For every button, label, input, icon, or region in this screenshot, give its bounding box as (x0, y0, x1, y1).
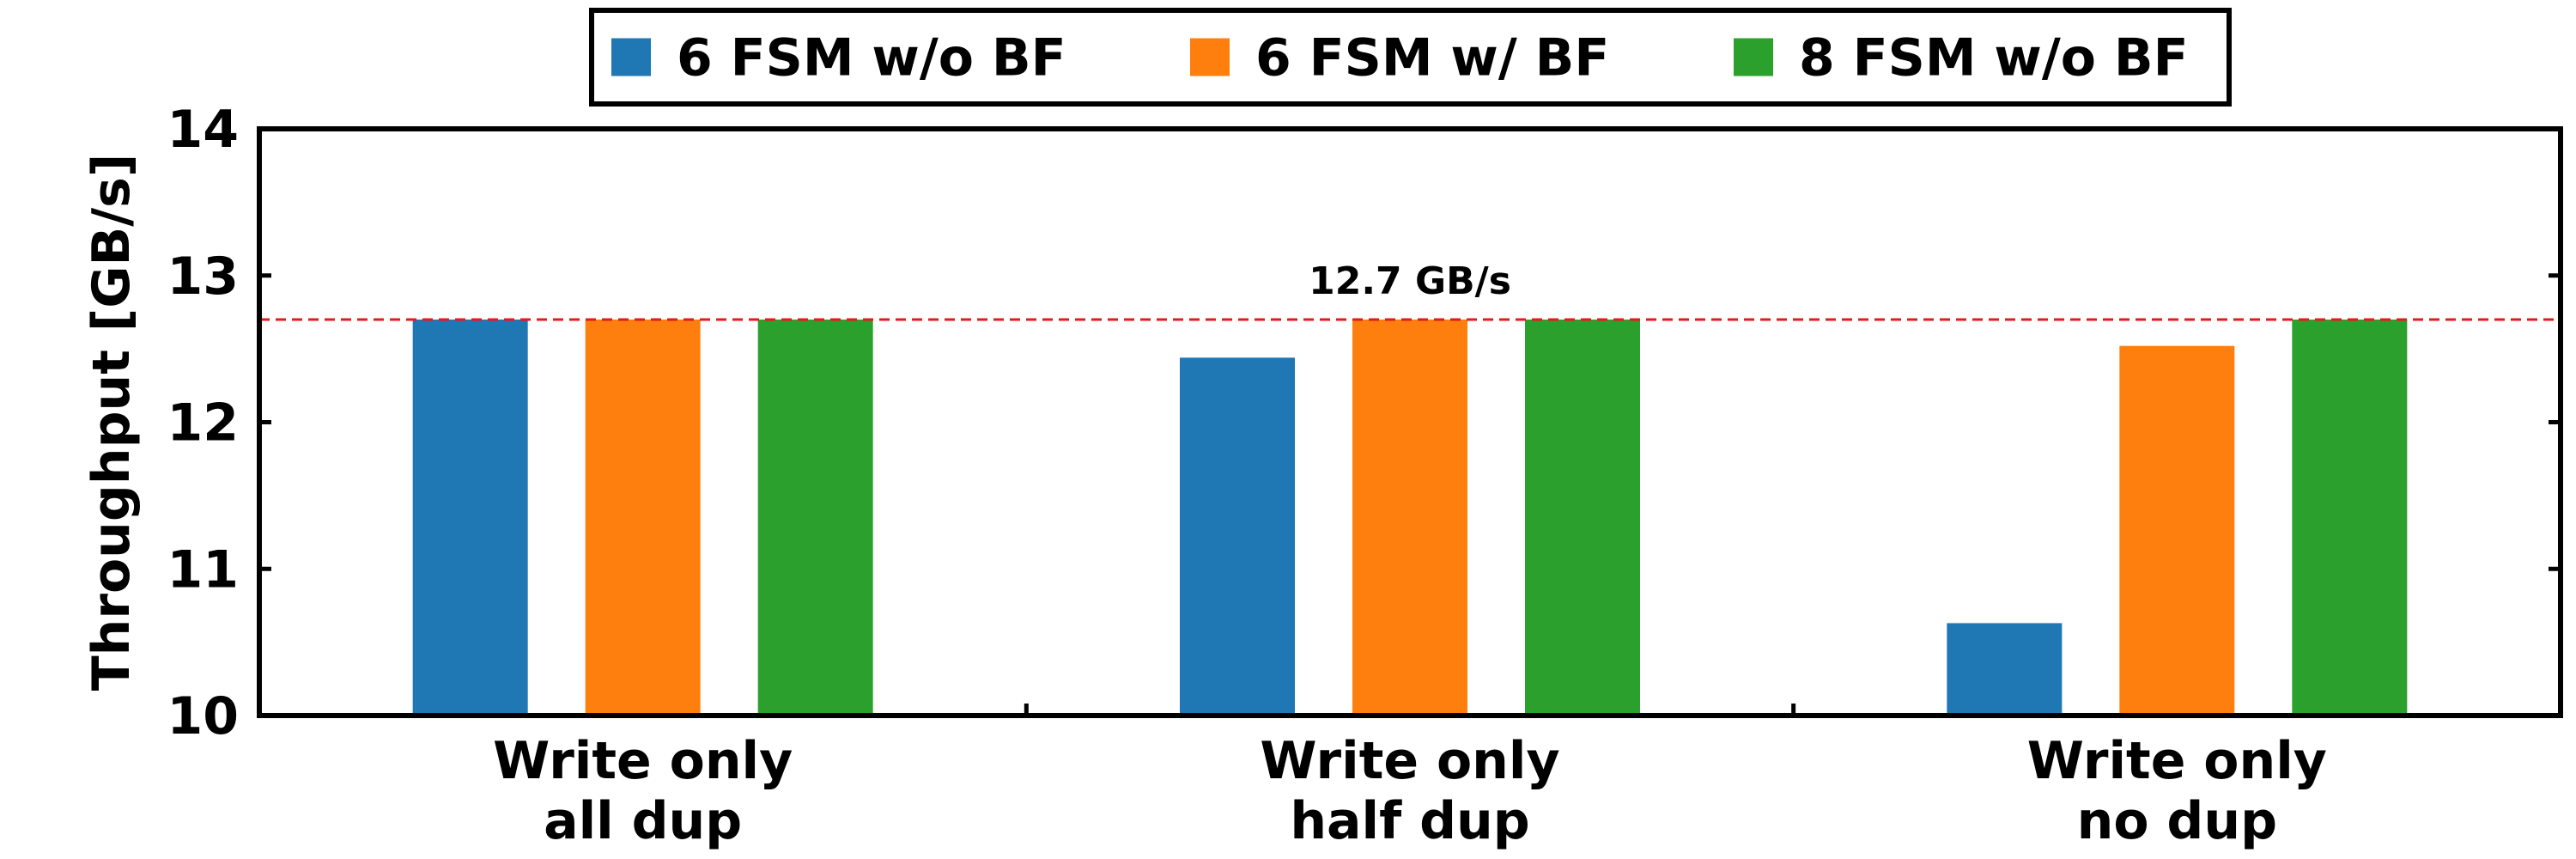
x-tick-label: half dup (1290, 791, 1529, 851)
bar (1180, 357, 1295, 716)
legend-swatch (611, 38, 651, 76)
y-axis-title: Throughput [GB/s] (82, 154, 142, 691)
bar (585, 319, 701, 716)
bar (2119, 345, 2235, 716)
legend-swatch (1734, 38, 1773, 76)
y-tick-label: 10 (167, 686, 240, 746)
legend-swatch (1190, 38, 1230, 76)
x-tick-label: Write only (2027, 731, 2327, 791)
legend-label: 6 FSM w/ BF (1255, 28, 1609, 88)
x-tick-label: no dup (2077, 791, 2277, 851)
y-tick-label: 12 (167, 393, 240, 454)
bar (1525, 319, 1640, 716)
x-tick-label: Write only (493, 731, 793, 791)
reference-line-label: 12.7 GB/s (1309, 259, 1511, 303)
legend-label: 8 FSM w/o BF (1799, 28, 2189, 88)
bars-layer (412, 319, 2408, 716)
y-tick-label: 11 (167, 539, 240, 600)
bar (412, 319, 528, 716)
bar (757, 319, 873, 716)
legend: 6 FSM w/o BF 6 FSM w/ BF 8 FSM w/o BF (589, 8, 2232, 107)
legend-box (589, 8, 2232, 107)
x-tick-label: all dup (544, 791, 742, 851)
y-tick-label: 14 (167, 100, 240, 160)
x-tick-label: Write only (1260, 731, 1559, 791)
reference-line-layer: 12.7 GB/s (259, 259, 2561, 321)
bar (1352, 319, 1467, 716)
y-tick-label: 13 (167, 247, 240, 307)
bar (2292, 319, 2408, 716)
legend-label: 6 FSM w/o BF (677, 28, 1066, 88)
bar (1947, 623, 2063, 716)
